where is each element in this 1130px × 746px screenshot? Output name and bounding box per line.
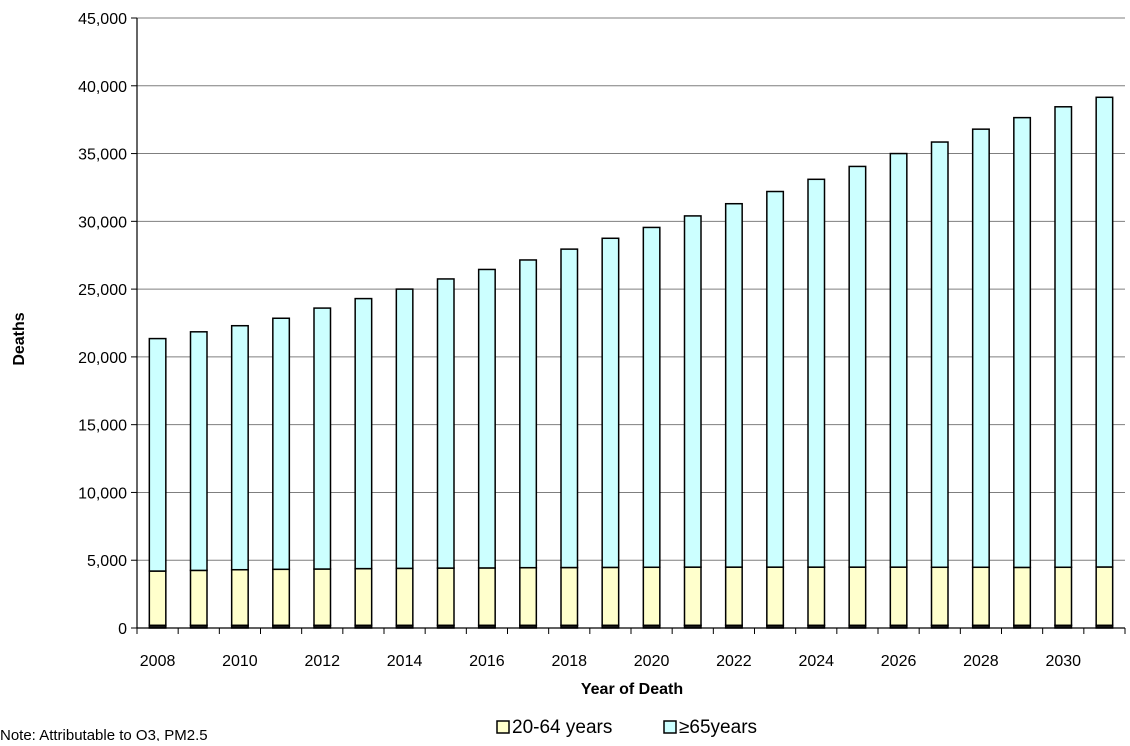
x-tick-label: 2014 [387,653,423,670]
bar-segment-3 [354,297,373,570]
y-tick-label: 35,000 [78,147,127,164]
bar-segment-2 [807,566,826,627]
bar-segment-3 [189,331,208,572]
bar-segment-2 [189,569,208,627]
bar-segment-3 [807,178,826,568]
bar-segment-3 [766,190,785,568]
chart-note: Note: Attributable to O3, PM2.5 [0,727,208,741]
y-tick-label: 20,000 [78,350,127,367]
bar-segment-3 [519,259,538,569]
bar-segment-3 [395,288,414,570]
bar-segment-3 [1013,116,1032,569]
bar-segment-3 [683,215,702,568]
x-tick-label: 2022 [716,653,752,670]
bar-segment-2 [683,566,702,627]
legend-swatch-65-plus [663,720,677,734]
bar-segment-2 [272,568,291,627]
bars [148,96,1114,629]
axes [131,17,1126,634]
bar-segment-2 [930,566,949,627]
x-tick-label: 2016 [469,653,505,670]
bar-segment-2 [724,566,743,627]
x-axis-title: Year of Death [581,681,683,698]
x-tick-label: 2012 [304,653,340,670]
bar-segment-3 [436,278,455,569]
bar-segment-2 [354,567,373,627]
bar-segment-2 [1013,566,1032,627]
y-tick-label: 15,000 [78,418,127,435]
bar-segment-3 [601,237,620,569]
bar-segment-2 [395,567,414,627]
y-axis-title: Deaths [11,312,28,365]
legend-swatch-20-64 [496,720,510,734]
x-tick-label: 2030 [1045,653,1081,670]
bar-segment-2 [766,566,785,627]
bar-segment-3 [642,226,661,569]
x-tick-label: 2020 [634,653,670,670]
bar-segment-3 [477,268,496,569]
bar-segment-2 [1095,566,1114,627]
bar-segment-2 [971,566,990,627]
bar-segment-3 [230,324,249,571]
x-tick-label: 2018 [551,653,587,670]
bar-segment-3 [1095,96,1114,568]
x-tick-label: 2008 [140,653,176,670]
y-tick-label: 5,000 [87,553,127,570]
bar-segment-2 [313,568,332,627]
bar-segment-2 [436,567,455,627]
bar-segment-3 [148,337,167,572]
bar-segment-2 [601,566,620,627]
bar-segment-3 [272,317,291,571]
bar-segment-3 [560,248,579,569]
y-tick-label: 40,000 [78,79,127,96]
x-tick-label: 2028 [963,653,999,670]
bar-segment-2 [560,566,579,627]
gridlines [137,17,1125,561]
x-tick-label: 2026 [881,653,917,670]
bar-segment-2 [148,570,167,627]
bar-segment-2 [230,568,249,627]
legend-label-65-plus: ≥65years [679,717,757,738]
y-tick-labels: 0 5,000 10,000 15,000 20,000 25,000 30,000 35,0… [78,11,127,638]
bar-segment-3 [1054,106,1073,569]
bar-segment-3 [889,152,908,568]
legend-label-20-64: 20-64 years [512,717,612,738]
bar-segment-3 [848,165,867,568]
bar-segment-3 [930,141,949,569]
bar-segment-3 [971,128,990,569]
x-tick-labels: 2008 2010 2012 2014 2016 2018 2020 2022 2024 2026… [140,653,1081,670]
bar-segment-2 [889,566,908,627]
bar-segment-3 [724,202,743,568]
y-tick-label: 45,000 [78,11,127,28]
bar-segment-2 [1054,566,1073,627]
y-tick-label: 30,000 [78,214,127,231]
y-tick-label: 25,000 [78,282,127,299]
x-tick-label: 2024 [798,653,834,670]
bar-segment-2 [477,567,496,627]
y-tick-label: 10,000 [78,485,127,502]
y-tick-label: 0 [118,621,127,638]
x-tick-label: 2010 [222,653,258,670]
legend: 20-64 years ≥65years [496,717,757,738]
bar-segment-2 [519,566,538,627]
bar-segment-3 [313,307,332,570]
bar-segment-2 [642,566,661,627]
bar-segment-2 [848,566,867,627]
